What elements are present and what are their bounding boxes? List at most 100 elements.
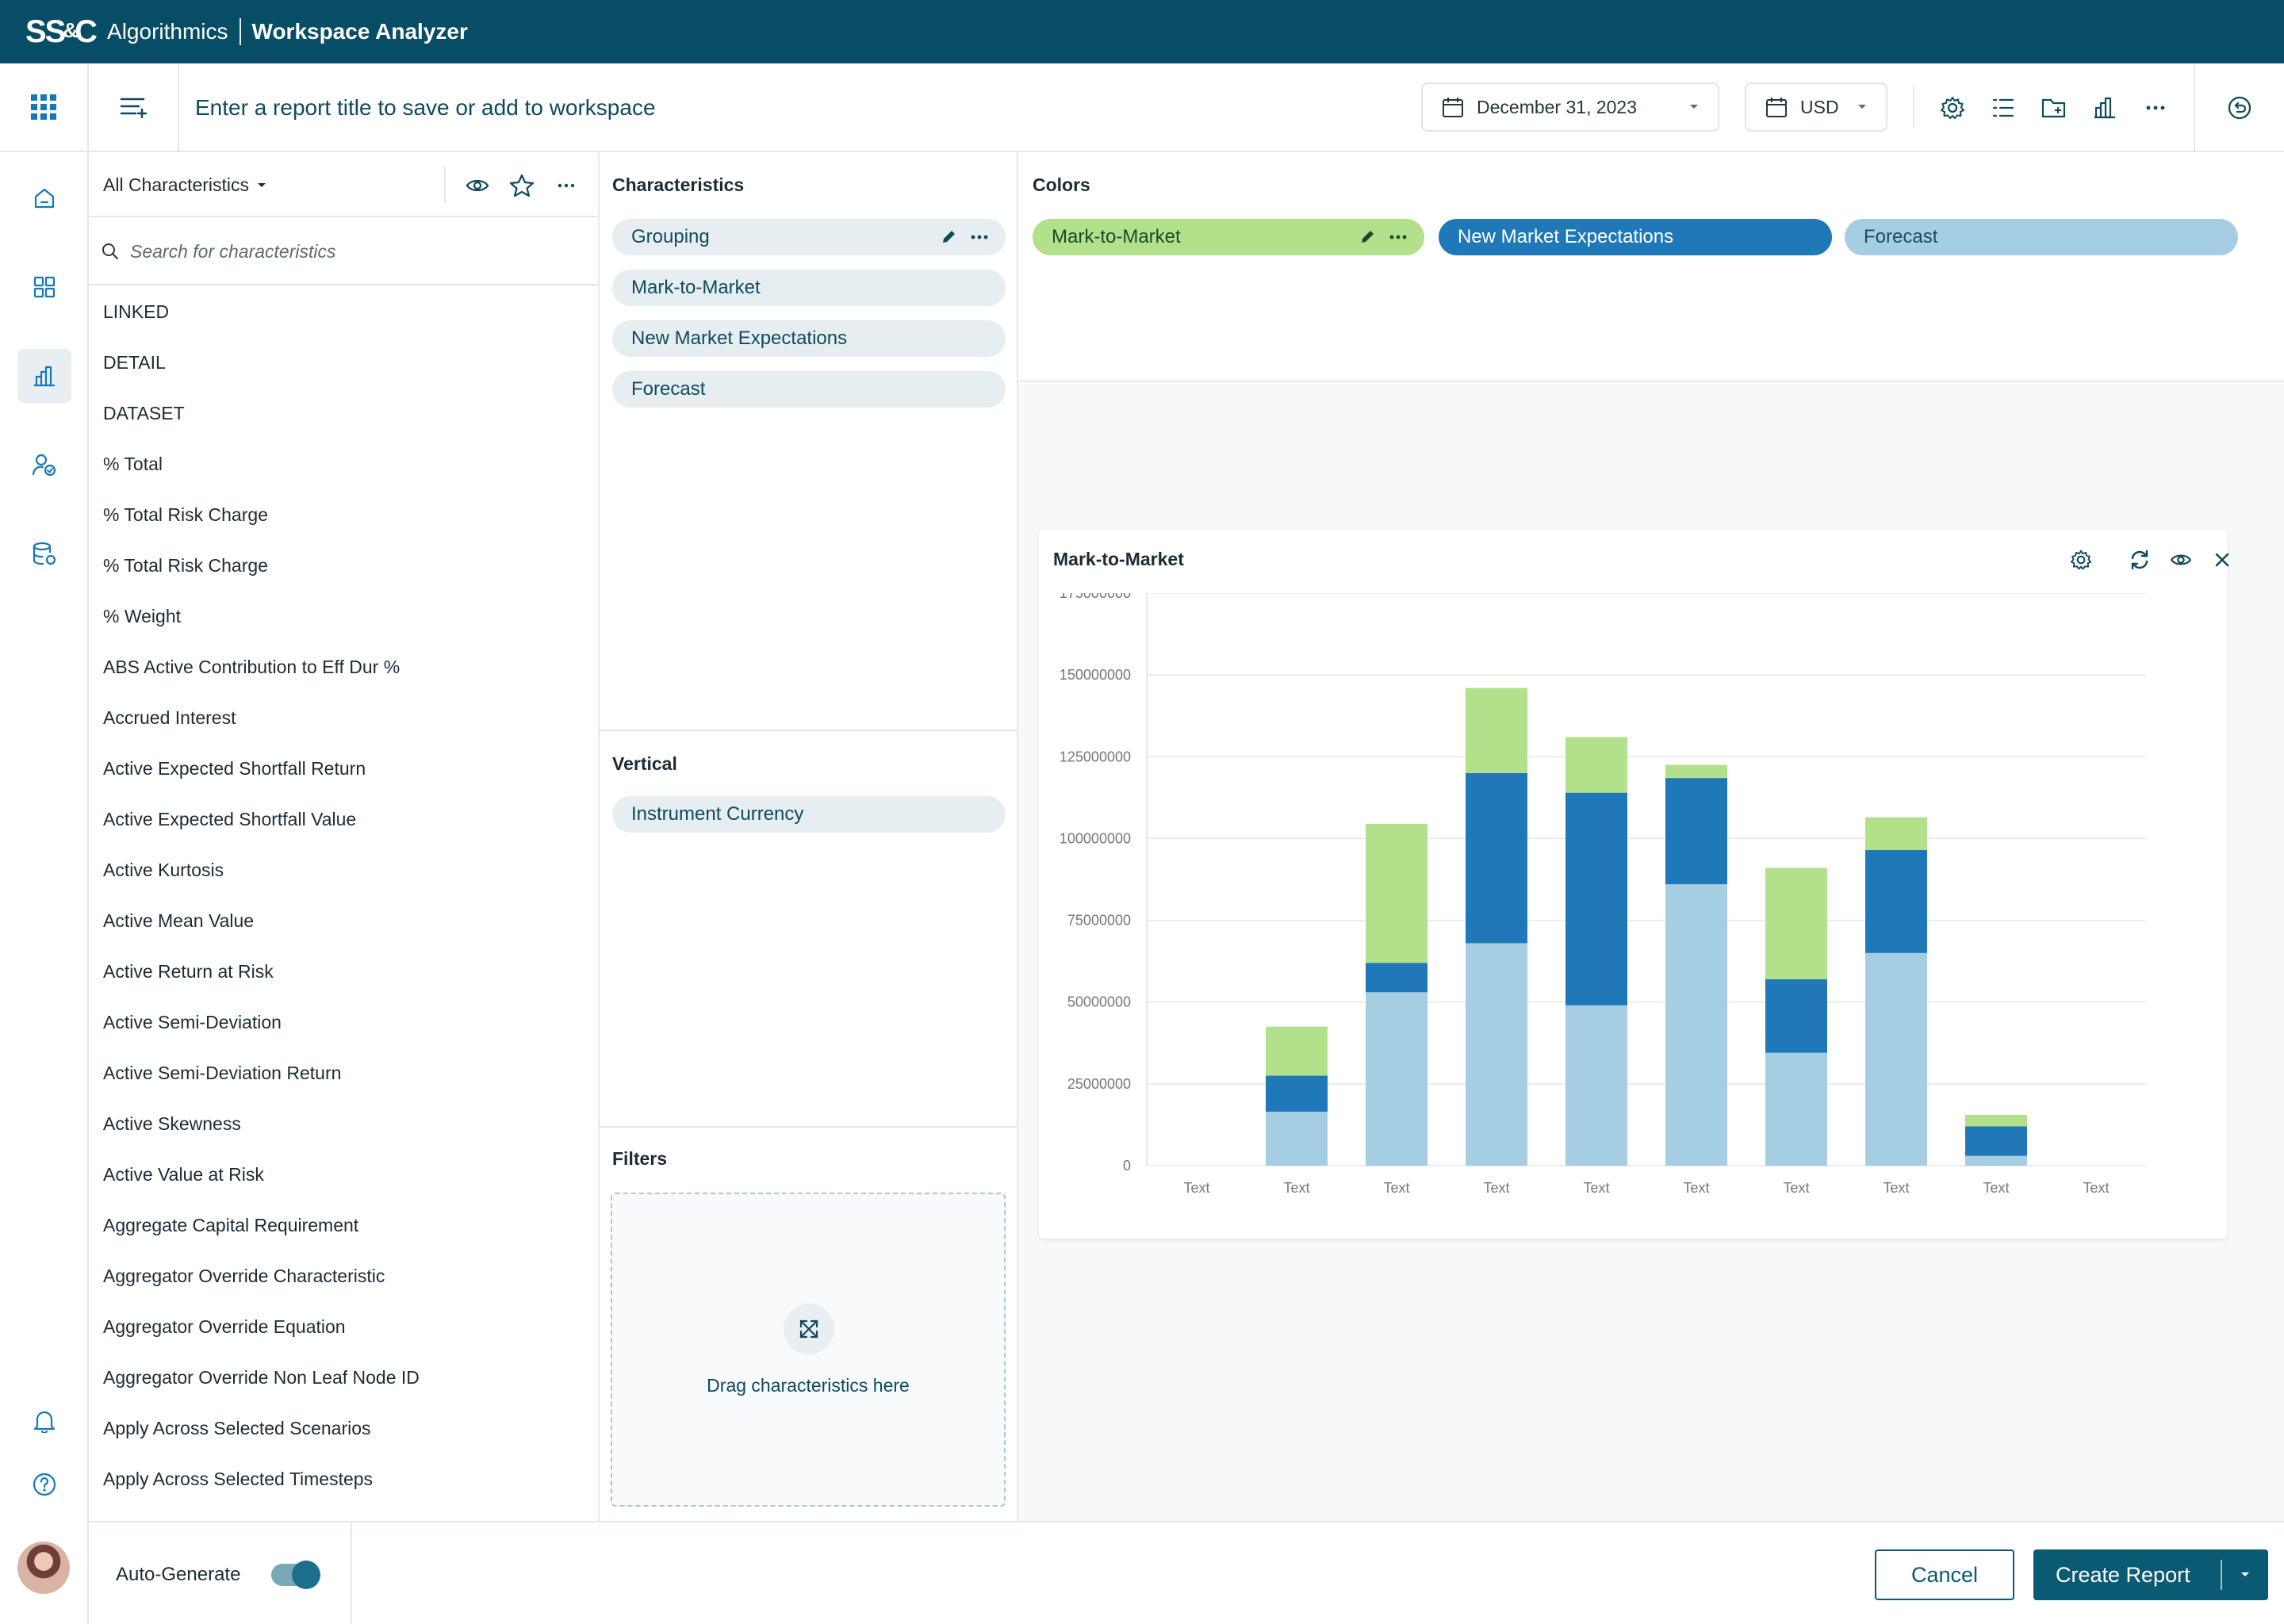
bar-segment[interactable] [1765, 979, 1827, 1053]
characteristic-pill-mark-to-market[interactable]: Mark-to-Market [612, 270, 1006, 306]
bar-segment[interactable] [1266, 1075, 1328, 1112]
bar-segment[interactable] [1366, 823, 1428, 963]
bar-segment[interactable] [1665, 884, 1727, 1166]
characteristics-search-input[interactable] [130, 240, 542, 262]
characteristic-list-item[interactable]: DETAIL [103, 352, 166, 373]
bar-segment[interactable] [1366, 992, 1428, 1166]
bar-segment[interactable] [1665, 778, 1727, 885]
dashboard-icon [33, 276, 56, 298]
characteristics-search [89, 219, 598, 285]
date-select[interactable]: December 31, 2023 [1421, 82, 1719, 132]
create-report-button[interactable]: Create Report [2056, 1562, 2190, 1587]
report-title-input[interactable] [195, 87, 909, 128]
auto-generate-toggle[interactable] [271, 1561, 320, 1589]
characteristic-list-item[interactable]: DATASET [103, 403, 185, 423]
currency-select[interactable]: USD [1745, 82, 1887, 132]
characteristic-list-item[interactable]: % Weight [103, 606, 182, 626]
characteristic-list-item[interactable]: Active Skewness [103, 1113, 241, 1134]
preview-toggle-button[interactable] [463, 171, 492, 200]
bar-segment[interactable] [1765, 868, 1827, 979]
user-avatar[interactable] [17, 1542, 70, 1594]
bar-segment[interactable] [1665, 764, 1727, 779]
nav-dashboard[interactable] [17, 260, 71, 314]
characteristic-pill-forecast[interactable]: Forecast [612, 371, 1006, 408]
bar-segment[interactable] [1466, 772, 1527, 944]
bar-segment[interactable] [1366, 963, 1428, 993]
characteristic-list-item[interactable]: % Total Risk Charge [103, 504, 268, 525]
bell-icon [33, 1411, 56, 1433]
characteristic-pill-new-market-expectations[interactable]: New Market Expectations [612, 320, 1006, 357]
characteristic-list-item[interactable]: Active Semi-Deviation [103, 1012, 282, 1032]
characteristic-list-item[interactable]: Active Semi-Deviation Return [103, 1063, 342, 1083]
characteristic-list-item[interactable]: LINKED [103, 301, 170, 322]
chart-refresh-button[interactable] [2125, 546, 2154, 574]
characteristic-list-item[interactable]: Accrued Interest [103, 707, 236, 728]
settings-button[interactable] [1935, 90, 1970, 125]
bar-segment[interactable] [1466, 943, 1527, 1166]
characteristic-list-item[interactable]: Aggregate Capital Requirement [103, 1215, 359, 1235]
characteristic-list-item[interactable]: Aggregator Override Equation [103, 1316, 346, 1337]
bar-segment[interactable] [1565, 792, 1627, 1005]
x-tick-label: Text [2083, 1180, 2109, 1196]
folder-button[interactable] [2037, 90, 2071, 125]
bar-segment[interactable] [1865, 817, 1927, 850]
color-pill-forecast[interactable]: Forecast [1845, 219, 2238, 255]
characteristic-list-item[interactable]: % Total Risk Charge [103, 555, 268, 576]
characteristics-filter-dropdown[interactable]: All Characteristics [103, 174, 266, 196]
bar-segment[interactable] [1865, 952, 1927, 1166]
characteristic-list-item[interactable]: Active Return at Risk [103, 961, 274, 982]
favorites-button[interactable] [508, 171, 536, 200]
pill-label: New Market Expectations [631, 327, 848, 349]
nav-notifications[interactable] [17, 1394, 71, 1448]
bar-segment[interactable] [1565, 737, 1627, 793]
bar-segment[interactable] [1565, 1005, 1627, 1166]
report-canvas: Mark-to-Market [1018, 384, 2284, 1521]
pencil-icon[interactable] [941, 229, 956, 245]
pencil-icon[interactable] [1359, 229, 1375, 245]
nav-reports[interactable] [17, 349, 71, 403]
chart-preview-button[interactable] [2167, 546, 2195, 574]
bar-segment[interactable] [1466, 688, 1527, 773]
bar-segment[interactable] [1965, 1155, 2027, 1166]
characteristic-list-item[interactable]: Active Value at Risk [103, 1164, 264, 1185]
panel-menu-button[interactable] [89, 63, 179, 151]
chart-settings-button[interactable] [2067, 546, 2095, 574]
more-horizontal-icon[interactable] [1389, 235, 1407, 239]
nav-home[interactable] [17, 171, 71, 225]
app-switcher-button[interactable] [0, 63, 89, 151]
characteristic-list-item[interactable]: Aggregator Override Characteristic [103, 1266, 385, 1286]
caret-down-icon [2241, 1572, 2249, 1576]
characteristic-list-item[interactable]: ABS Active Contribution to Eff Dur % [103, 657, 400, 677]
more-options-button[interactable] [2138, 90, 2173, 125]
nav-users[interactable] [17, 438, 71, 492]
color-pill-new-market-expectations[interactable]: New Market Expectations [1439, 219, 1832, 255]
create-report-options-button[interactable] [2222, 1572, 2268, 1578]
more-horizontal-icon[interactable] [971, 235, 988, 239]
nav-data[interactable] [17, 527, 71, 580]
bar-segment[interactable] [1965, 1126, 2027, 1156]
bar-segment[interactable] [1865, 849, 1927, 953]
list-view-button[interactable] [1986, 90, 2021, 125]
characteristic-pill-grouping[interactable]: Grouping [612, 219, 1006, 255]
filters-dropzone[interactable]: Drag characteristics here [611, 1193, 1006, 1507]
characteristic-list-item[interactable]: % Total [103, 454, 163, 474]
bar-segment[interactable] [1266, 1026, 1328, 1076]
characteristic-list-item[interactable]: Active Expected Shortfall Return [103, 758, 366, 779]
list-more-button[interactable] [552, 171, 581, 200]
bar-segment[interactable] [1266, 1111, 1328, 1166]
characteristic-list-item[interactable]: Active Expected Shortfall Value [103, 809, 357, 829]
characteristic-list-item[interactable]: Active Mean Value [103, 910, 255, 931]
cancel-button[interactable]: Cancel [1875, 1549, 2014, 1600]
characteristic-list-item[interactable]: Aggregator Override Non Leaf Node ID [103, 1367, 420, 1388]
chart-close-button[interactable] [2208, 546, 2236, 574]
characteristic-list-item[interactable]: Apply Across Selected Scenarios [103, 1418, 371, 1438]
bar-segment[interactable] [1765, 1052, 1827, 1166]
characteristic-list-item[interactable]: Active Kurtosis [103, 860, 224, 880]
bar-segment[interactable] [1965, 1115, 2027, 1127]
characteristic-list-item[interactable]: Apply Across Selected Timesteps [103, 1469, 374, 1489]
vertical-pill-instrument-currency[interactable]: Instrument Currency [612, 796, 1006, 833]
nav-help[interactable] [17, 1457, 71, 1511]
chart-button[interactable] [2087, 90, 2122, 125]
color-pill-mark-to-market[interactable]: Mark-to-Market [1033, 219, 1424, 255]
back-button[interactable] [2222, 90, 2257, 125]
